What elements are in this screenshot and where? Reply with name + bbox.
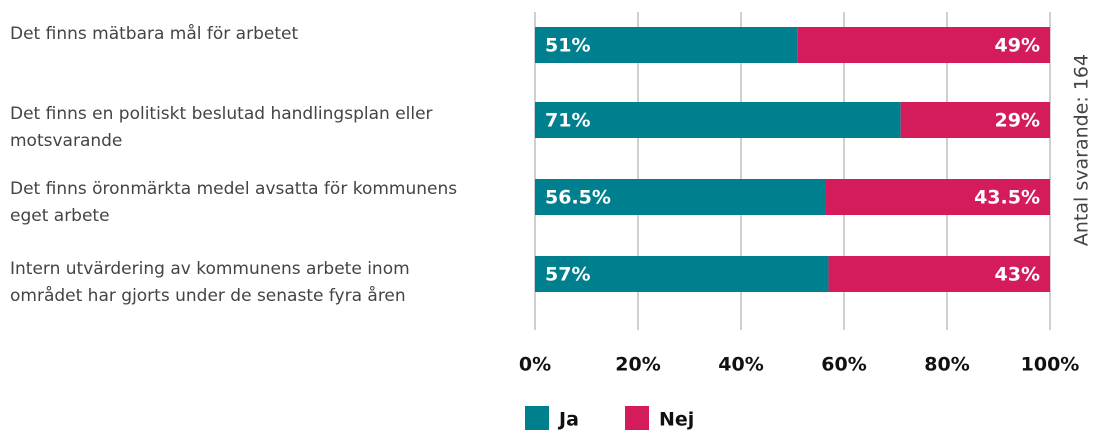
category-label: Det finns en politiskt beslutad handling…	[10, 104, 433, 151]
value-label: 43%	[995, 264, 1040, 286]
bar-segment	[535, 256, 829, 292]
x-tick-label: 40%	[718, 354, 763, 376]
x-tick-label: 80%	[924, 354, 969, 376]
value-label: 49%	[995, 35, 1040, 57]
value-label: 29%	[995, 110, 1040, 132]
bar-segment	[797, 27, 1050, 63]
bar-segment	[900, 102, 1050, 138]
category-label: Intern utvärdering av kommunens arbete i…	[10, 259, 410, 306]
bar-segment	[535, 179, 826, 215]
value-label: 57%	[545, 264, 590, 286]
category-label: Det finns öronmärkta medel avsatta för k…	[10, 179, 458, 226]
x-tick-label: 20%	[615, 354, 660, 376]
bar-segment	[825, 179, 1050, 215]
legend-swatch	[525, 406, 549, 430]
legend-swatch	[625, 406, 649, 430]
value-label: 71%	[545, 110, 590, 132]
bar-segment	[828, 256, 1050, 292]
value-label: 43.5%	[974, 187, 1040, 209]
value-label: 56.5%	[545, 187, 611, 209]
x-tick-label: 60%	[821, 354, 866, 376]
legend-label: Ja	[557, 409, 579, 431]
annotation: Antal svarande: 164	[1071, 54, 1093, 246]
value-label: 51%	[545, 35, 590, 57]
x-tick-label: 100%	[1021, 354, 1080, 376]
category-label: Det finns mätbara mål för arbetet	[10, 24, 299, 44]
bar-segment	[535, 27, 798, 63]
bar-segment	[535, 102, 901, 138]
legend-label: Nej	[659, 409, 694, 431]
x-tick-label: 0%	[519, 354, 551, 376]
